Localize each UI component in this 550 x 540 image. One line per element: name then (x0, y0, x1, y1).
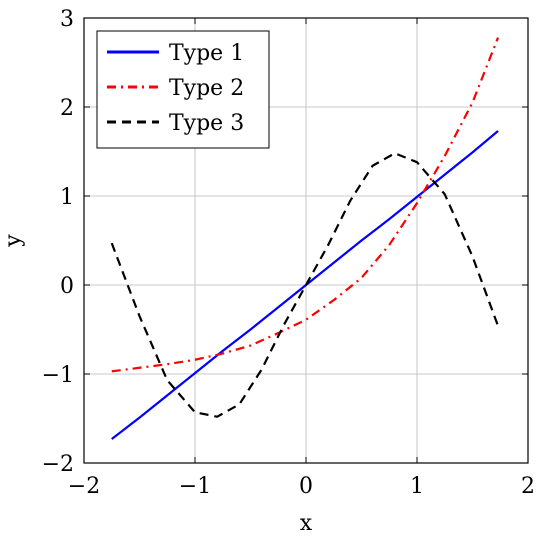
y-tick-label: 2 (60, 96, 74, 121)
y-tick-label: 0 (60, 274, 74, 299)
x-tick-label: −2 (68, 474, 100, 499)
x-tick-label: 2 (521, 474, 535, 499)
x-tick-label: 1 (410, 474, 424, 499)
y-tick-label: −2 (42, 452, 74, 477)
x-tick-label: −1 (179, 474, 211, 499)
y-axis-label: y (1, 234, 26, 248)
tick-marks (83, 17, 529, 464)
legend-label-3: Type 3 (169, 111, 244, 136)
legend-label-1: Type 1 (169, 41, 244, 66)
x-axis-label: x (300, 511, 313, 536)
x-tick-label: 0 (299, 474, 313, 499)
legend-label-2: Type 2 (169, 76, 244, 101)
y-tick-label: 1 (60, 185, 74, 210)
series-line-3 (110, 152, 500, 418)
series-lines (110, 37, 500, 440)
series-line-2 (111, 37, 500, 373)
legend: Type 1 Type 2 Type 3 (96, 30, 270, 149)
y-tick-label: −1 (42, 363, 74, 388)
y-tick-label: 3 (60, 7, 74, 32)
tick-labels: −2 −1 0 1 2 −2 −1 0 1 2 3 (42, 7, 535, 499)
